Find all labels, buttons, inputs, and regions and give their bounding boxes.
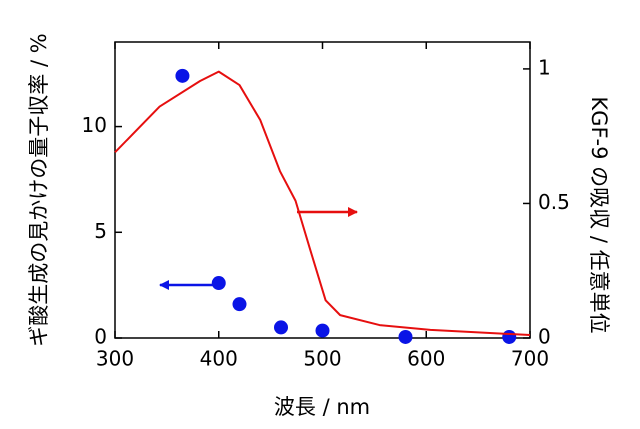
data-point: [398, 329, 413, 344]
data-point: [232, 297, 247, 312]
x-tick-label: 500: [303, 347, 341, 371]
y2-tick-label: 0.5: [538, 190, 570, 214]
y2-tick-label: 1: [538, 55, 551, 79]
y2-tick-label: 0: [538, 325, 551, 349]
y-tick-label: 0: [94, 325, 107, 349]
data-point: [502, 329, 517, 344]
y-tick-label: 10: [82, 113, 107, 137]
data-point: [274, 320, 288, 335]
data-point: [211, 276, 226, 291]
x-tick-label: 700: [511, 347, 549, 371]
x-axis-label: 波長 / nm: [274, 395, 370, 419]
data-point: [315, 323, 330, 338]
data-point: [175, 68, 190, 83]
x-tick-label: 300: [96, 347, 134, 371]
data-line: [114, 70, 531, 337]
x-tick-label: 600: [407, 347, 445, 371]
x-tick-label: 400: [200, 347, 238, 371]
y-axis-label: ギ酸生成の見かけの量子収率 / %: [27, 33, 51, 346]
y2-axis-label: KGF-9 の吸収 / 任意単位: [587, 96, 611, 333]
y-tick-label: 5: [94, 219, 107, 243]
plot-frame: [114, 41, 531, 339]
